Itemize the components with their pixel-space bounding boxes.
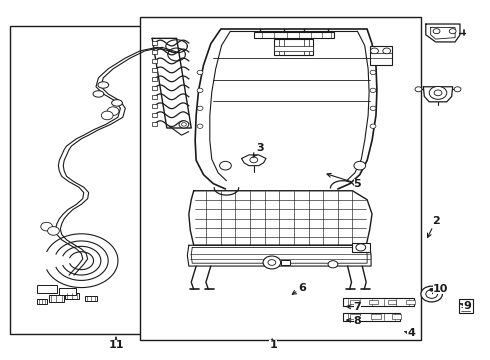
- Bar: [152, 113, 157, 117]
- Bar: [152, 50, 157, 54]
- Circle shape: [220, 161, 231, 170]
- Bar: [274, 39, 314, 55]
- Ellipse shape: [93, 91, 104, 97]
- Circle shape: [328, 261, 338, 268]
- Text: 4: 4: [404, 328, 415, 338]
- Bar: [343, 298, 414, 306]
- Bar: [152, 68, 157, 72]
- Bar: [371, 315, 381, 319]
- Bar: [459, 299, 473, 313]
- Circle shape: [197, 106, 203, 111]
- Bar: [152, 59, 157, 63]
- Bar: [152, 122, 157, 126]
- Circle shape: [430, 288, 434, 291]
- Circle shape: [383, 48, 391, 54]
- Circle shape: [370, 70, 376, 75]
- Ellipse shape: [112, 100, 122, 106]
- Circle shape: [197, 124, 203, 129]
- Bar: [392, 315, 401, 319]
- Bar: [10, 26, 243, 334]
- Circle shape: [107, 107, 119, 116]
- Circle shape: [449, 29, 456, 34]
- Bar: [343, 313, 400, 320]
- Bar: [369, 300, 378, 305]
- Circle shape: [421, 286, 442, 302]
- Circle shape: [197, 70, 203, 75]
- Text: 10: 10: [433, 284, 448, 294]
- Bar: [254, 32, 334, 39]
- Bar: [350, 300, 359, 305]
- Circle shape: [48, 226, 59, 235]
- Circle shape: [415, 87, 422, 92]
- Circle shape: [197, 88, 203, 93]
- Circle shape: [370, 106, 376, 111]
- Bar: [406, 300, 415, 305]
- Circle shape: [354, 161, 366, 170]
- Bar: [49, 296, 64, 302]
- Text: 6: 6: [293, 283, 306, 294]
- Circle shape: [268, 260, 276, 265]
- Ellipse shape: [98, 82, 109, 88]
- Text: 9: 9: [461, 301, 471, 311]
- Circle shape: [250, 157, 258, 163]
- Bar: [152, 41, 157, 45]
- Bar: [369, 45, 392, 65]
- Circle shape: [429, 86, 447, 99]
- Text: 1: 1: [270, 339, 277, 350]
- Circle shape: [426, 290, 438, 298]
- Circle shape: [370, 88, 376, 93]
- Bar: [388, 300, 396, 305]
- Bar: [37, 299, 47, 304]
- Bar: [350, 315, 360, 319]
- Text: 11: 11: [108, 337, 124, 350]
- Circle shape: [434, 90, 442, 96]
- Circle shape: [356, 244, 366, 251]
- Circle shape: [370, 48, 378, 54]
- Circle shape: [41, 222, 52, 231]
- Circle shape: [454, 87, 461, 92]
- Circle shape: [181, 123, 186, 126]
- Bar: [152, 104, 157, 108]
- Text: 8: 8: [347, 316, 361, 325]
- Bar: [274, 45, 314, 51]
- Text: 3: 3: [253, 143, 264, 157]
- Bar: [59, 288, 76, 296]
- Bar: [65, 293, 79, 299]
- Bar: [152, 95, 157, 99]
- Bar: [152, 86, 157, 90]
- Bar: [140, 17, 421, 339]
- Circle shape: [101, 111, 113, 120]
- Text: 2: 2: [428, 216, 440, 237]
- Text: 5: 5: [327, 174, 361, 189]
- Circle shape: [433, 29, 440, 34]
- Bar: [281, 260, 291, 265]
- Bar: [85, 296, 97, 301]
- Circle shape: [263, 256, 281, 269]
- Bar: [37, 285, 57, 293]
- Bar: [152, 77, 157, 81]
- Bar: [352, 243, 369, 252]
- Circle shape: [179, 121, 189, 128]
- Text: 7: 7: [347, 302, 361, 312]
- Circle shape: [370, 124, 376, 129]
